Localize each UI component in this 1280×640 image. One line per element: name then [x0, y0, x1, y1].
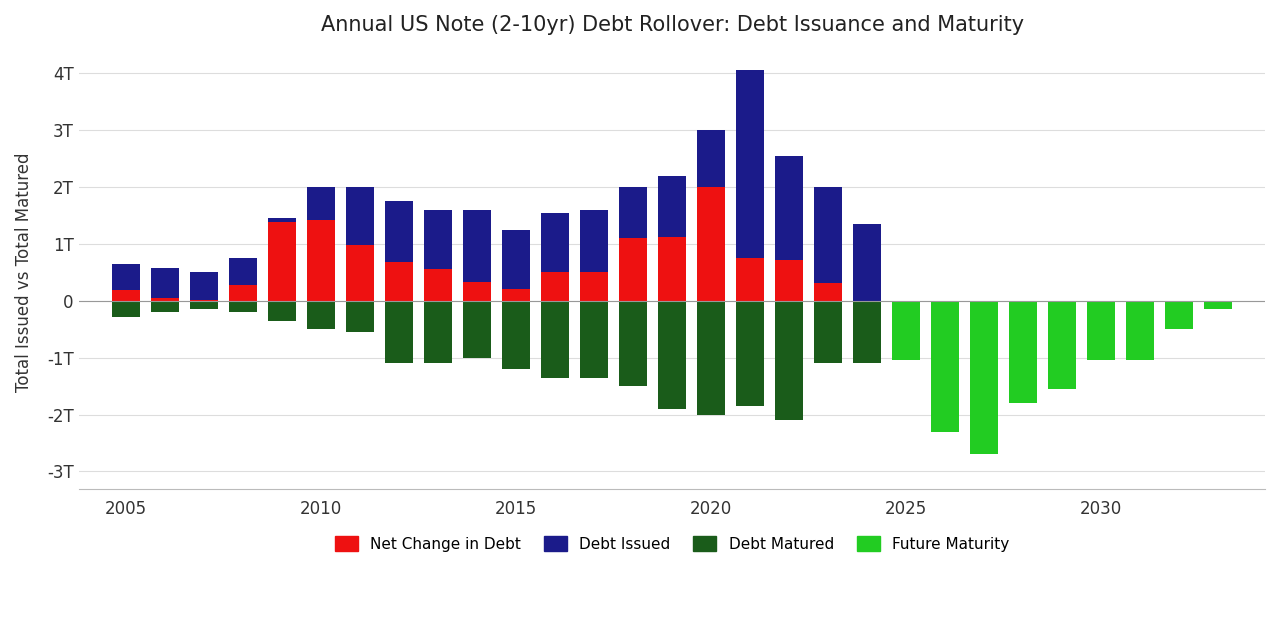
Bar: [698, 130, 726, 301]
Bar: [892, 301, 920, 360]
Bar: [814, 282, 842, 301]
Bar: [620, 301, 648, 386]
Bar: [776, 156, 803, 301]
Bar: [229, 301, 257, 312]
Bar: [189, 300, 218, 301]
Bar: [541, 301, 570, 378]
Bar: [580, 272, 608, 301]
Bar: [424, 210, 452, 301]
Bar: [424, 301, 452, 364]
Bar: [307, 187, 335, 301]
Bar: [1165, 301, 1193, 329]
Legend: Net Change in Debt, Debt Issued, Debt Matured, Future Maturity: Net Change in Debt, Debt Issued, Debt Ma…: [329, 529, 1015, 558]
Bar: [268, 301, 296, 321]
Bar: [698, 301, 726, 415]
Bar: [736, 301, 764, 406]
Bar: [1048, 301, 1076, 389]
Bar: [1087, 301, 1115, 360]
Bar: [1009, 301, 1037, 403]
Bar: [463, 210, 492, 301]
Bar: [502, 301, 530, 369]
Bar: [620, 238, 648, 301]
Bar: [736, 70, 764, 301]
Bar: [151, 268, 179, 301]
Bar: [385, 262, 413, 301]
Bar: [502, 230, 530, 301]
Bar: [658, 237, 686, 301]
Bar: [620, 187, 648, 301]
Title: Annual US Note (2-10yr) Debt Rollover: Debt Issuance and Maturity: Annual US Note (2-10yr) Debt Rollover: D…: [320, 15, 1024, 35]
Bar: [541, 272, 570, 301]
Bar: [229, 258, 257, 301]
Bar: [931, 301, 959, 431]
Bar: [463, 282, 492, 301]
Bar: [814, 187, 842, 301]
Bar: [111, 291, 140, 301]
Bar: [189, 301, 218, 309]
Bar: [736, 258, 764, 301]
Bar: [541, 212, 570, 301]
Bar: [111, 264, 140, 301]
Bar: [385, 201, 413, 301]
Bar: [580, 301, 608, 378]
Bar: [346, 301, 374, 332]
Bar: [776, 260, 803, 301]
Bar: [776, 301, 803, 420]
Bar: [307, 301, 335, 329]
Bar: [502, 289, 530, 301]
Bar: [346, 245, 374, 301]
Bar: [424, 269, 452, 301]
Bar: [151, 298, 179, 301]
Y-axis label: Total Issued vs Total Matured: Total Issued vs Total Matured: [15, 152, 33, 392]
Bar: [698, 187, 726, 301]
Bar: [658, 175, 686, 301]
Bar: [970, 301, 998, 454]
Bar: [229, 285, 257, 301]
Bar: [1126, 301, 1155, 360]
Bar: [1204, 301, 1233, 309]
Bar: [189, 272, 218, 301]
Bar: [385, 301, 413, 364]
Bar: [111, 301, 140, 317]
Bar: [463, 301, 492, 358]
Bar: [307, 220, 335, 301]
Bar: [658, 301, 686, 409]
Bar: [268, 218, 296, 301]
Bar: [580, 210, 608, 301]
Bar: [346, 187, 374, 301]
Bar: [268, 222, 296, 301]
Bar: [852, 224, 881, 301]
Bar: [151, 301, 179, 312]
Bar: [852, 301, 881, 364]
Bar: [814, 301, 842, 364]
